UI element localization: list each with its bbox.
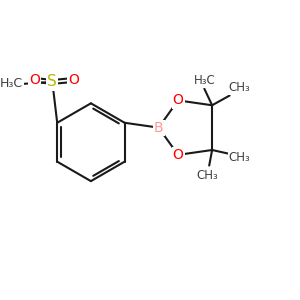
Text: S: S — [47, 74, 57, 89]
Text: CH₃: CH₃ — [229, 151, 250, 164]
Text: O: O — [68, 73, 79, 87]
Text: H₃C: H₃C — [0, 77, 23, 90]
Text: CH₃: CH₃ — [229, 81, 250, 94]
Text: O: O — [29, 73, 40, 87]
Text: H₃C: H₃C — [194, 74, 215, 87]
Text: O: O — [172, 93, 184, 107]
Text: B: B — [154, 121, 164, 135]
Text: O: O — [172, 148, 184, 162]
Text: CH₃: CH₃ — [196, 169, 218, 182]
